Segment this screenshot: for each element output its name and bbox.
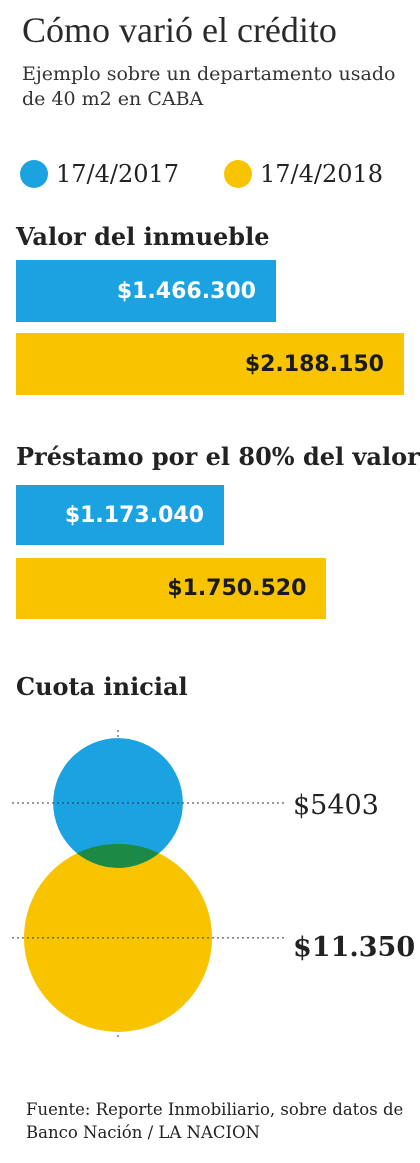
legend-label-2017: 17/4/2017 bbox=[56, 160, 180, 188]
legend-dot-2017-icon bbox=[20, 160, 48, 188]
cuota-label-2017: $5403 bbox=[293, 790, 379, 821]
legend-dot-2018-icon bbox=[224, 160, 252, 188]
page-title: Cómo varió el crédito bbox=[22, 10, 337, 50]
legend-item-2017: 17/4/2017 bbox=[20, 158, 179, 190]
legend-item-2018: 17/4/2018 bbox=[224, 158, 383, 190]
source-note: Fuente: Reporte Inmobiliario, sobre dato… bbox=[26, 1100, 404, 1142]
valor-bar-2018: $2.188.150 bbox=[16, 333, 404, 395]
valor-bar-2017: $1.466.300 bbox=[16, 260, 276, 322]
cuota-bubble-chart bbox=[12, 730, 284, 1038]
cuota-label-2018: $11.350 bbox=[293, 932, 416, 963]
prestamo-section-title: Préstamo por el 80% del valor bbox=[16, 442, 420, 471]
prestamo-bar-2017: $1.173.040 bbox=[16, 485, 224, 545]
valor-section-title: Valor del inmueble bbox=[16, 222, 270, 251]
prestamo-bar-2018: $1.750.520 bbox=[16, 558, 327, 619]
cuota-section-title: Cuota inicial bbox=[16, 672, 188, 701]
page-subtitle: Ejemplo sobre un departamento usado de 4… bbox=[22, 63, 396, 110]
legend-label-2018: 17/4/2018 bbox=[260, 160, 384, 188]
